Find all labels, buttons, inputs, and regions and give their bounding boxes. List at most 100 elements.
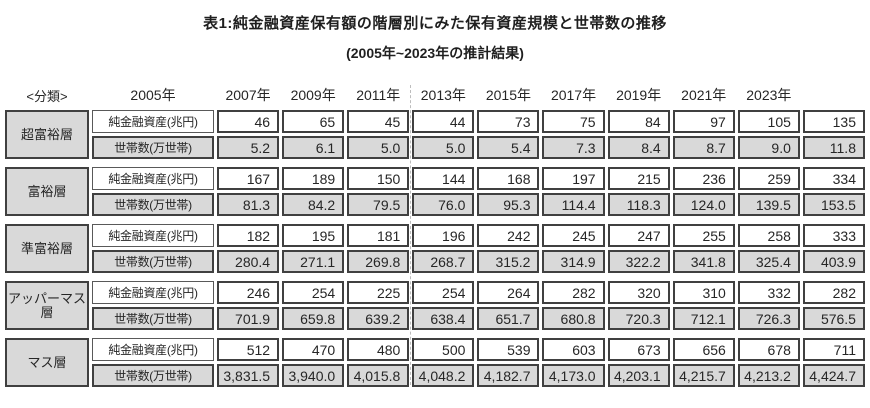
- household-value-cell: 9.0: [737, 136, 800, 159]
- asset-value-cell: 333: [802, 224, 865, 247]
- asset-value-cell: 282: [802, 281, 865, 304]
- household-value-cell: 280.4: [217, 250, 280, 273]
- asset-value-cell: 656: [672, 338, 735, 361]
- household-value-cell: 726.3: [737, 307, 800, 330]
- year-header: 2013年: [412, 85, 475, 105]
- asset-value-cell: 168: [477, 167, 540, 190]
- period-divider-line: [410, 85, 411, 385]
- asset-value-cell: 46: [217, 110, 280, 133]
- asset-value-cell: 196: [412, 224, 475, 247]
- household-value-cell: 651.7: [477, 307, 540, 330]
- asset-value-cell: 167: [217, 167, 280, 190]
- tier-name: アッパーマス層: [5, 281, 89, 330]
- household-value-cell: 76.0: [412, 193, 475, 216]
- asset-value-cell: 500: [412, 338, 475, 361]
- year-header: 2023年: [737, 85, 800, 105]
- asset-value-cell: 150: [347, 167, 410, 190]
- row-label-assets: 純金融資産(兆円): [92, 167, 214, 190]
- household-value-cell: 11.8: [802, 136, 865, 159]
- asset-value-cell: 603: [542, 338, 605, 361]
- asset-value-cell: 678: [737, 338, 800, 361]
- household-value-cell: 153.5: [802, 193, 865, 216]
- household-value-cell: 4,048.2: [412, 364, 475, 387]
- row-label-households: 世帯数(万世帯): [92, 307, 214, 330]
- tier-name: 超富裕層: [5, 110, 89, 159]
- asset-value-cell: 225: [347, 281, 410, 304]
- asset-value-cell: 246: [217, 281, 280, 304]
- household-value-cell: 5.2: [217, 136, 280, 159]
- asset-value-cell: 242: [477, 224, 540, 247]
- asset-value-cell: 215: [607, 167, 670, 190]
- household-value-cell: 114.4: [542, 193, 605, 216]
- household-value-cell: 268.7: [412, 250, 475, 273]
- row-label-households: 世帯数(万世帯): [92, 250, 214, 273]
- household-value-cell: 4,015.8: [347, 364, 410, 387]
- household-value-cell: 5.4: [477, 136, 540, 159]
- household-value-cell: 271.1: [282, 250, 345, 273]
- row-label-households: 世帯数(万世帯): [92, 193, 214, 216]
- household-value-cell: 4,213.2: [737, 364, 800, 387]
- household-value-cell: 659.8: [282, 307, 345, 330]
- asset-value-cell: 195: [282, 224, 345, 247]
- household-value-cell: 576.5: [802, 307, 865, 330]
- asset-value-cell: 73: [477, 110, 540, 133]
- tier-row-group: 準富裕層 純金融資産(兆円) 182 195 181 196 242 245 247 255 258…: [5, 224, 865, 273]
- household-value-cell: 8.7: [672, 136, 735, 159]
- asset-value-cell: 512: [217, 338, 280, 361]
- asset-value-cell: 44: [412, 110, 475, 133]
- asset-value-cell: 236: [672, 167, 735, 190]
- tier-name: 富裕層: [5, 167, 89, 216]
- household-value-cell: 314.9: [542, 250, 605, 273]
- asset-value-cell: 75: [542, 110, 605, 133]
- household-value-cell: 639.2: [347, 307, 410, 330]
- asset-value-cell: 673: [607, 338, 670, 361]
- asset-value-cell: 480: [347, 338, 410, 361]
- tier-groups: 超富裕層 純金融資産(兆円) 46 65 45 44 73 75 84 97 105 135 世帯数(万…: [5, 110, 865, 387]
- page-title: 表1:純金融資産保有額の階層別にみた保有資産規模と世帯数の推移: [203, 15, 667, 32]
- household-value-cell: 315.2: [477, 250, 540, 273]
- asset-value-cell: 245: [542, 224, 605, 247]
- household-value-cell: 4,215.7: [672, 364, 735, 387]
- household-value-cell: 403.9: [802, 250, 865, 273]
- tier-row-group: 富裕層 純金融資産(兆円) 167 189 150 144 168 197 215 236 259 3…: [5, 167, 865, 216]
- household-value-cell: 720.3: [607, 307, 670, 330]
- asset-value-cell: 255: [672, 224, 735, 247]
- household-value-cell: 3,831.5: [217, 364, 280, 387]
- asset-value-cell: 97: [672, 110, 735, 133]
- tier-name: マス層: [5, 338, 89, 387]
- asset-value-cell: 182: [217, 224, 280, 247]
- row-label-households: 世帯数(万世帯): [92, 136, 214, 159]
- year-header: 2005年: [92, 85, 214, 105]
- household-value-cell: 5.0: [412, 136, 475, 159]
- household-value-cell: 84.2: [282, 193, 345, 216]
- page-subtitle: (2005年~2023年の推計結果): [346, 45, 524, 61]
- household-value-cell: 7.3: [542, 136, 605, 159]
- tier-name: 準富裕層: [5, 224, 89, 273]
- asset-value-cell: 197: [542, 167, 605, 190]
- tier-row-group: マス層 純金融資産(兆円) 512 470 480 500 539 603 673 656 678 7…: [5, 338, 865, 387]
- asset-value-cell: 320: [607, 281, 670, 304]
- household-value-cell: 4,203.1: [607, 364, 670, 387]
- asset-value-cell: 264: [477, 281, 540, 304]
- row-label-households: 世帯数(万世帯): [92, 364, 214, 387]
- asset-value-cell: 258: [737, 224, 800, 247]
- household-value-cell: 4,182.7: [477, 364, 540, 387]
- asset-value-cell: 539: [477, 338, 540, 361]
- household-value-cell: 341.8: [672, 250, 735, 273]
- asset-value-cell: 247: [607, 224, 670, 247]
- household-value-cell: 79.5: [347, 193, 410, 216]
- asset-value-cell: 105: [737, 110, 800, 133]
- household-value-cell: 3,940.0: [282, 364, 345, 387]
- row-label-assets: 純金融資産(兆円): [92, 281, 214, 304]
- asset-value-cell: 84: [607, 110, 670, 133]
- year-header: 2007年: [217, 85, 280, 105]
- asset-value-cell: 334: [802, 167, 865, 190]
- wealth-tier-table: <分類> 2005年 2007年 2009年 2011年 2013年 2015年 2017年…: [5, 85, 865, 387]
- asset-value-cell: 144: [412, 167, 475, 190]
- household-value-cell: 95.3: [477, 193, 540, 216]
- row-label-assets: 純金融資産(兆円): [92, 338, 214, 361]
- household-value-cell: 139.5: [737, 193, 800, 216]
- household-value-cell: 8.4: [607, 136, 670, 159]
- asset-value-cell: 470: [282, 338, 345, 361]
- asset-value-cell: 135: [802, 110, 865, 133]
